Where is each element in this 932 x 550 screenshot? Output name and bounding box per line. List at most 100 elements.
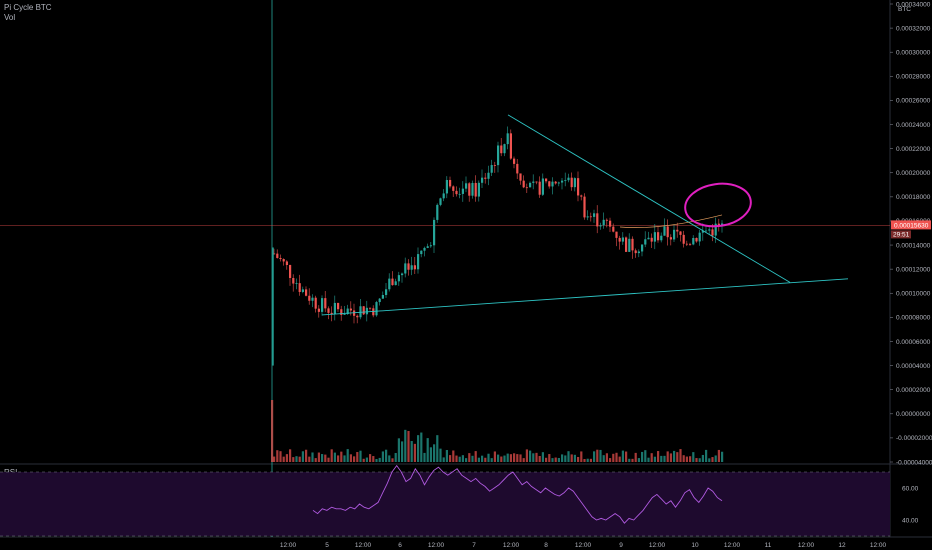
- candle-body: [477, 182, 480, 197]
- volume-bar: [573, 454, 576, 462]
- candle-body: [535, 181, 538, 183]
- volume-bar: [641, 451, 644, 462]
- candle-body: [468, 183, 471, 196]
- time-axis-tick: 12:00: [798, 542, 815, 549]
- candle-body: [506, 133, 509, 145]
- volume-bar: [285, 454, 288, 462]
- candle-body: [669, 237, 672, 240]
- candle-body: [285, 261, 288, 266]
- candle-body: [689, 243, 692, 245]
- volume-bar: [356, 452, 359, 462]
- candle-body: [449, 179, 452, 187]
- candle-body: [365, 307, 368, 315]
- time-axis-tick: 11: [765, 542, 772, 549]
- volume-bar: [413, 443, 416, 462]
- volume-bar: [327, 457, 330, 462]
- volume-bar: [516, 454, 519, 462]
- volume-bar: [596, 449, 599, 462]
- volume-bar: [455, 455, 458, 462]
- volume-bar: [625, 451, 628, 462]
- candle-body: [570, 177, 573, 188]
- volume-bars: [271, 400, 724, 462]
- candle-body: [519, 173, 522, 181]
- volume-bar: [305, 449, 308, 462]
- volume-bar: [276, 450, 279, 462]
- price-axis-tick: 0.00014000: [896, 242, 931, 249]
- volume-bar: [621, 450, 624, 462]
- volume-bar: [452, 450, 455, 462]
- rsi-band: [0, 472, 890, 536]
- price-axis-tick: 0.00032000: [896, 25, 931, 32]
- candle-body: [577, 178, 580, 196]
- volume-bar: [586, 458, 589, 462]
- candle-body: [708, 229, 711, 231]
- price-axis-tick: 0.00018000: [896, 194, 931, 201]
- ascending-trendline: [321, 278, 849, 316]
- candle-body: [650, 237, 653, 242]
- candle-body: [701, 230, 704, 233]
- volume-bar: [685, 456, 688, 462]
- candle-body: [436, 204, 439, 220]
- candle-body: [439, 198, 442, 205]
- candle-body: [583, 196, 586, 218]
- candle-body: [305, 289, 308, 296]
- candle-body: [397, 275, 400, 282]
- candle-body: [346, 308, 349, 315]
- volume-bar: [698, 458, 701, 462]
- candle-body: [529, 182, 532, 188]
- volume-bar: [554, 457, 557, 462]
- candle-body: [388, 278, 391, 290]
- price-axis-tick: -0.00004000: [896, 459, 932, 466]
- candle-body: [695, 237, 698, 242]
- candle-body: [609, 220, 612, 227]
- candle-body: [532, 181, 535, 183]
- volume-bar: [365, 457, 368, 462]
- volume-bar: [689, 456, 692, 462]
- volume-bar: [605, 453, 608, 462]
- volume-bar: [471, 455, 474, 462]
- volume-bar: [615, 452, 618, 462]
- volume-bar: [570, 454, 573, 462]
- volume-bar: [561, 454, 564, 462]
- candle-body: [410, 265, 413, 270]
- candle-body: [567, 177, 570, 181]
- volume-bar: [564, 455, 567, 462]
- candle-body: [423, 247, 426, 251]
- volume-bar: [628, 458, 631, 462]
- candle-body: [644, 239, 647, 245]
- candle-body: [429, 245, 432, 247]
- volume-bar: [378, 457, 381, 462]
- volume-bar: [477, 457, 480, 462]
- candle-body: [378, 298, 381, 303]
- volume-bar: [538, 456, 541, 462]
- volume-bar: [676, 452, 679, 462]
- volume-bar: [669, 453, 672, 462]
- candle-body: [548, 181, 551, 187]
- candle-body: [647, 237, 650, 240]
- volume-bar: [391, 458, 394, 462]
- candle-body: [413, 265, 416, 270]
- volume-bar: [567, 451, 570, 462]
- candle-body: [337, 302, 340, 310]
- time-axis-tick: 10: [691, 542, 699, 549]
- candle-body: [500, 145, 503, 154]
- volume-bar: [279, 451, 282, 462]
- volume-bar: [314, 458, 317, 462]
- candle-body: [461, 188, 464, 194]
- time-axis-tick: 7: [472, 542, 476, 549]
- candle-body: [401, 273, 404, 276]
- candle-body: [289, 265, 292, 278]
- volume-bar: [282, 456, 285, 462]
- volume-bar: [311, 452, 314, 462]
- volume-bar: [353, 456, 356, 462]
- volume-bar: [487, 453, 490, 462]
- volume-bar: [445, 449, 448, 462]
- volume-bar: [682, 455, 685, 462]
- volume-bar: [666, 451, 669, 462]
- volume-bar: [388, 455, 391, 462]
- candle-body: [625, 237, 628, 252]
- volume-bar: [401, 441, 404, 462]
- volume-bar: [346, 449, 349, 462]
